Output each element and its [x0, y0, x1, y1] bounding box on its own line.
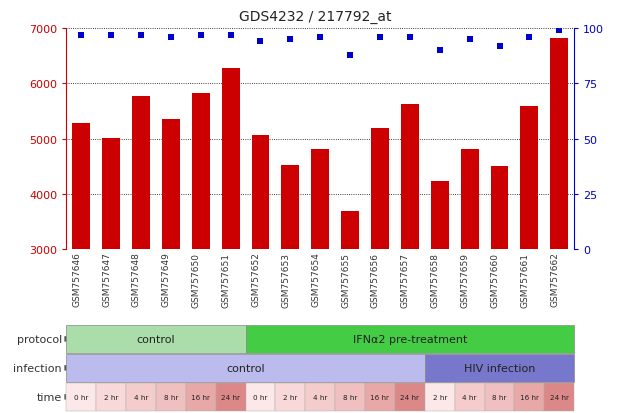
- Text: infection: infection: [13, 363, 62, 373]
- Text: 8 hr: 8 hr: [492, 394, 507, 400]
- Point: [76, 32, 86, 39]
- Bar: [221, 69, 240, 250]
- Bar: [431, 182, 449, 250]
- Text: GSM757656: GSM757656: [371, 252, 380, 307]
- Text: GSM757661: GSM757661: [521, 252, 529, 307]
- Point: [554, 28, 564, 34]
- Bar: [132, 96, 150, 250]
- Bar: [401, 105, 419, 250]
- Bar: [311, 150, 329, 250]
- Text: 24 hr: 24 hr: [550, 394, 569, 400]
- Text: GSM757648: GSM757648: [132, 252, 141, 307]
- Point: [166, 34, 176, 41]
- Text: 24 hr: 24 hr: [221, 394, 240, 400]
- Point: [106, 32, 116, 39]
- Text: GSM757653: GSM757653: [281, 252, 290, 307]
- Text: 4 hr: 4 hr: [313, 394, 327, 400]
- Point: [256, 39, 266, 45]
- Bar: [521, 106, 538, 250]
- Text: time: time: [37, 392, 62, 402]
- Text: GSM757658: GSM757658: [431, 252, 440, 307]
- Point: [136, 32, 146, 39]
- Text: GSM757660: GSM757660: [490, 252, 500, 307]
- Bar: [162, 119, 180, 250]
- Text: HIV infection: HIV infection: [464, 363, 535, 373]
- Text: 4 hr: 4 hr: [463, 394, 477, 400]
- Text: 2 hr: 2 hr: [433, 394, 447, 400]
- Text: 16 hr: 16 hr: [370, 394, 389, 400]
- Text: 24 hr: 24 hr: [401, 394, 420, 400]
- Point: [285, 37, 295, 43]
- Text: 8 hr: 8 hr: [163, 394, 178, 400]
- Text: GSM757657: GSM757657: [401, 252, 410, 307]
- Point: [375, 34, 385, 41]
- Text: control: control: [227, 363, 265, 373]
- Point: [524, 34, 534, 41]
- Text: IFNα2 pre-treatment: IFNα2 pre-treatment: [353, 334, 467, 344]
- Text: 0 hr: 0 hr: [74, 394, 88, 400]
- Point: [345, 52, 355, 59]
- Bar: [72, 124, 90, 250]
- Bar: [252, 136, 269, 250]
- Text: 4 hr: 4 hr: [134, 394, 148, 400]
- Point: [405, 34, 415, 41]
- Point: [225, 32, 235, 39]
- Bar: [550, 39, 569, 250]
- Text: GSM757646: GSM757646: [72, 252, 81, 307]
- Text: 16 hr: 16 hr: [191, 394, 210, 400]
- Bar: [102, 138, 120, 250]
- Text: 0 hr: 0 hr: [253, 394, 268, 400]
- Bar: [341, 211, 359, 250]
- Text: GSM757651: GSM757651: [221, 252, 230, 307]
- Text: GSM757655: GSM757655: [341, 252, 350, 307]
- Text: GDS4232 / 217792_at: GDS4232 / 217792_at: [239, 10, 392, 24]
- Point: [316, 34, 326, 41]
- Text: GSM757649: GSM757649: [162, 252, 171, 307]
- Point: [464, 37, 475, 43]
- Text: 8 hr: 8 hr: [343, 394, 357, 400]
- Bar: [371, 129, 389, 250]
- Text: GSM757654: GSM757654: [311, 252, 321, 307]
- Text: GSM757662: GSM757662: [550, 252, 559, 307]
- Text: GSM757650: GSM757650: [192, 252, 201, 307]
- Text: 2 hr: 2 hr: [283, 394, 298, 400]
- Text: GSM757659: GSM757659: [461, 252, 469, 307]
- Text: GSM757652: GSM757652: [252, 252, 261, 307]
- Text: 16 hr: 16 hr: [520, 394, 539, 400]
- Point: [495, 43, 505, 50]
- Bar: [192, 94, 209, 250]
- Bar: [281, 165, 299, 250]
- Bar: [461, 150, 478, 250]
- Text: protocol: protocol: [16, 334, 62, 344]
- Text: 2 hr: 2 hr: [104, 394, 118, 400]
- Text: GSM757647: GSM757647: [102, 252, 111, 307]
- Point: [435, 47, 445, 54]
- Text: control: control: [136, 334, 175, 344]
- Point: [196, 32, 206, 39]
- Bar: [490, 167, 509, 250]
